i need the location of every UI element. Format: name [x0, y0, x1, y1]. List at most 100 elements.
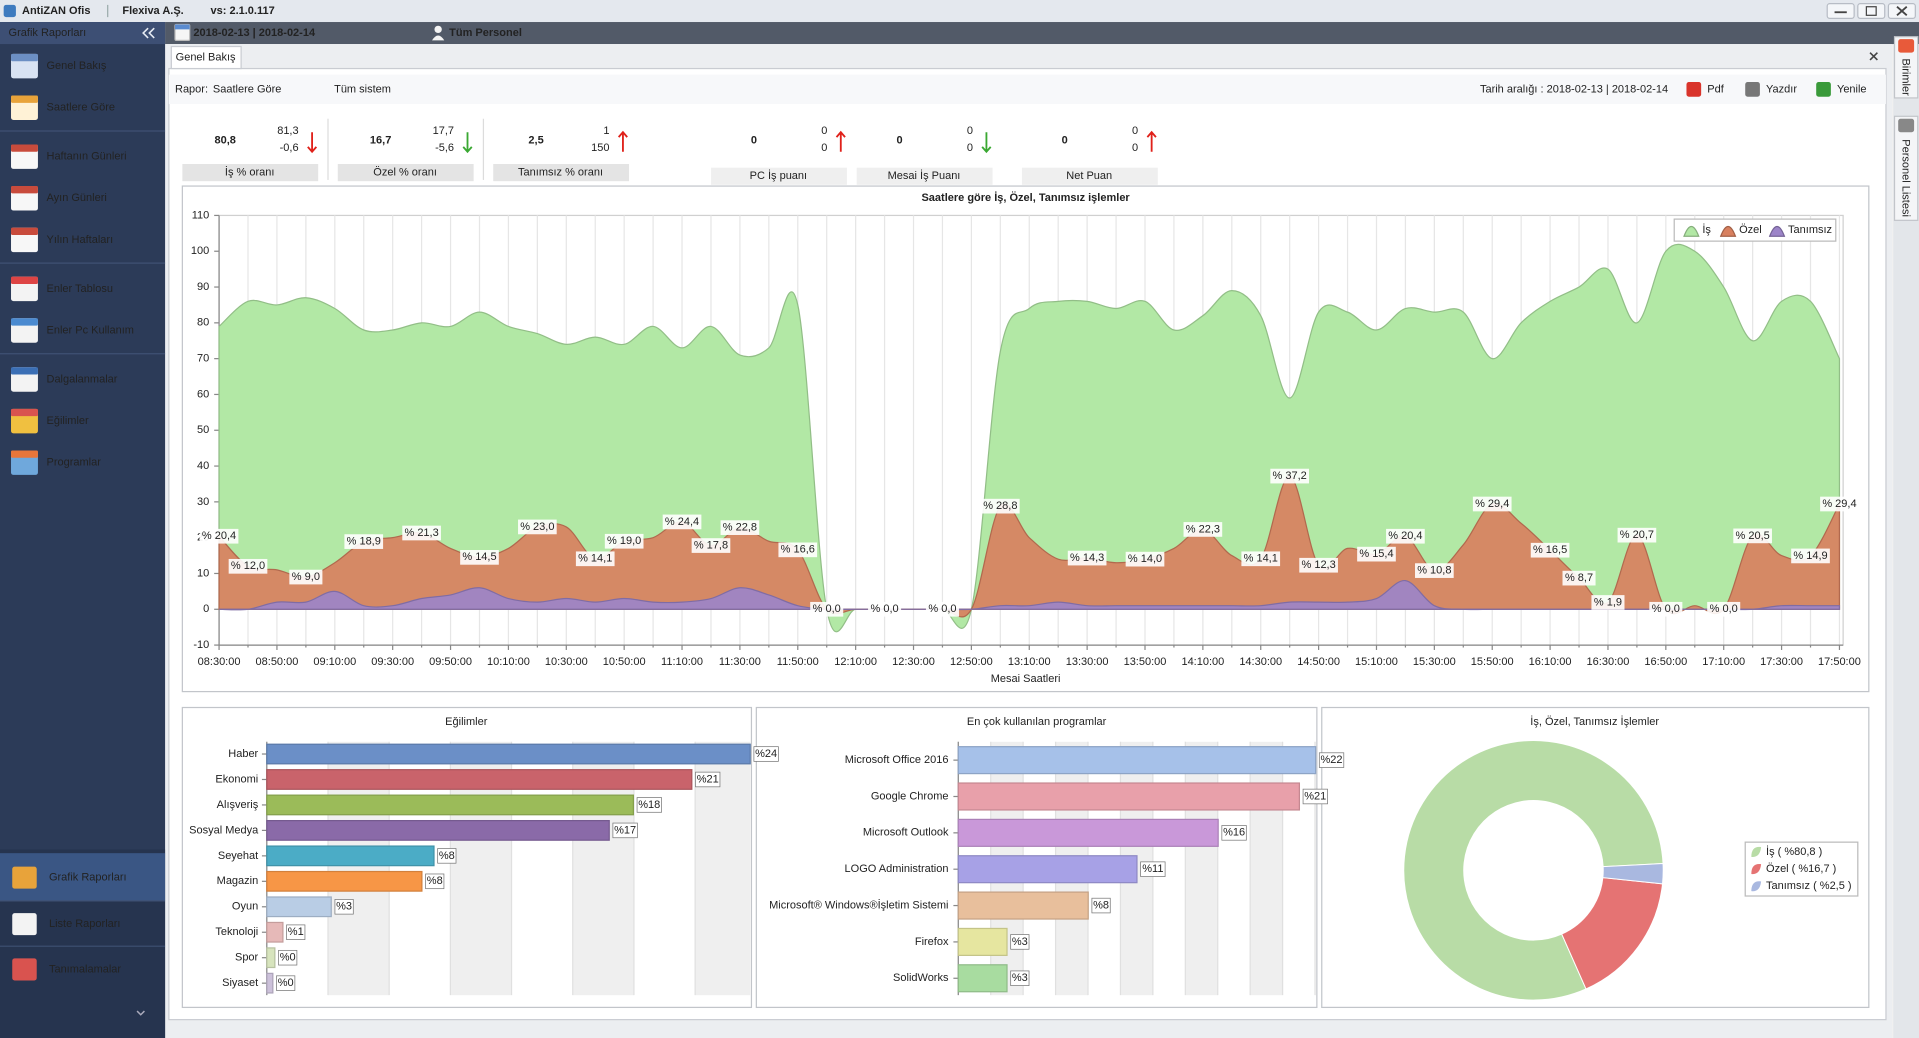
kpi-change: -0,6	[280, 142, 299, 154]
sidebar-title: Grafik Raporları	[9, 27, 87, 39]
data-label-box	[1140, 861, 1166, 877]
sidebar-item-label: Dalgalanmalar	[47, 373, 118, 385]
plot-stripe	[1185, 741, 1218, 996]
data-label-box	[1386, 528, 1425, 544]
category-label: Microsoft® Windows®İşletim Sistemi	[769, 898, 948, 911]
x-tick-label: 14:50:00	[1297, 656, 1340, 668]
kpi-label: İş % oranı	[225, 165, 275, 178]
bar	[957, 964, 1008, 993]
data-label: % 20,5	[1736, 530, 1770, 542]
data-label-box	[868, 601, 902, 617]
maximize-icon	[1865, 6, 1877, 16]
minimize-button[interactable]	[1826, 3, 1855, 19]
x-tick-label: 15:50:00	[1471, 656, 1514, 668]
data-label-box	[1067, 550, 1107, 566]
personnel[interactable]: Tüm Personel	[449, 27, 522, 39]
data-label-box	[662, 514, 702, 530]
data-label-box	[1707, 601, 1741, 617]
category-label: LOGO Administration	[845, 863, 949, 875]
kpi-trend-arrow	[981, 132, 992, 154]
kpi-label-box	[856, 167, 993, 185]
item-icon-accent	[11, 95, 38, 103]
data-label-box	[720, 520, 760, 535]
data-label: % 16,5	[1533, 544, 1567, 556]
data-label: % 12,0	[231, 560, 265, 572]
kpi-previous: 17,7	[433, 125, 454, 137]
kpi-label: Tanımsız % oranı	[518, 166, 603, 178]
kpi-value: 0	[896, 135, 902, 147]
plot-stripe	[1250, 741, 1283, 996]
x-tick-label: 15:10:00	[1355, 656, 1398, 668]
side-tab[interactable]	[1893, 115, 1919, 221]
kpi-row: 80,8 81,3 -0,6 İş % oranı 16,7 17,7 -5,6 Özel %…	[182, 118, 1158, 185]
kpi-previous: 81,3	[277, 125, 298, 137]
data-label: % 1,9	[1594, 596, 1622, 608]
data-label: % 10,8	[1417, 565, 1451, 577]
kpi-label-box	[1021, 167, 1158, 185]
data-label-box	[278, 949, 298, 966]
bar	[266, 743, 751, 765]
x-tick-label: 12:30:00	[892, 656, 935, 668]
data-label: % 9,0	[292, 571, 320, 583]
module-icon	[12, 958, 37, 981]
kpi-trend-arrow	[835, 130, 846, 152]
data-label-box	[1299, 557, 1338, 573]
sidebar-item-label: Enler Tablosu	[47, 283, 113, 295]
data-label: %3	[1012, 972, 1028, 984]
x-tick-label: 16:10:00	[1529, 656, 1572, 668]
x-tick-label: 09:30:00	[371, 656, 414, 668]
data-label: %8	[439, 850, 455, 862]
data-label: %3	[336, 901, 352, 913]
data-label-box	[276, 975, 296, 991]
category-label: Ekonomi	[215, 773, 258, 785]
x-tick-label: 10:10:00	[487, 656, 530, 668]
category-label: Alışveriş	[217, 799, 259, 811]
sidebar-item-label: Ayın Günleri	[47, 192, 107, 204]
legend-label: Özel ( %16,7 )	[1766, 863, 1836, 875]
bar	[266, 921, 284, 943]
data-label-box	[636, 797, 662, 813]
data-label: %21	[697, 773, 719, 785]
data-label-box	[1591, 595, 1625, 610]
category-label: Spor	[235, 952, 259, 964]
data-label-box	[402, 525, 441, 541]
sidebar-item-label: Saatlere Göre	[47, 102, 115, 114]
data-label-box	[1820, 496, 1859, 512]
data-label-box	[460, 550, 499, 565]
data-label: %0	[278, 977, 294, 989]
legend-swatch	[1719, 225, 1737, 237]
data-label: % 20,7	[1620, 529, 1654, 541]
bar	[957, 746, 1317, 775]
bar	[266, 972, 274, 994]
data-label: %3	[1012, 936, 1028, 948]
data-label: %8	[427, 875, 443, 887]
kpi-change: 150	[591, 142, 609, 154]
collapse-icon[interactable]	[142, 27, 155, 39]
data-label-box	[1091, 897, 1111, 914]
x-tick-label: 08:30:00	[198, 656, 241, 668]
report-bar	[168, 74, 1886, 105]
expand-icon[interactable]	[136, 1010, 145, 1016]
button-icon	[1686, 82, 1702, 97]
item-icon-accent	[11, 144, 38, 152]
legend-label: İş ( %80,8 )	[1766, 845, 1822, 858]
plot-stripe	[1217, 741, 1251, 996]
company: Flexiva A.Ş.	[122, 5, 183, 17]
kpi-label: Net Puan	[1066, 170, 1112, 182]
data-label: % 29,4	[1475, 498, 1509, 510]
date-range[interactable]: 2018-02-13 | 2018-02-14	[193, 27, 316, 39]
kpi-change: -5,6	[435, 142, 454, 154]
charts: Saatlere göre İş, Özel, Tanımsız işlemle…	[189, 191, 1861, 1001]
tab-close[interactable]	[1869, 52, 1878, 61]
data-label-box	[228, 558, 268, 574]
kpi-value: 80,8	[214, 135, 235, 147]
y-tick-label: 40	[197, 460, 209, 472]
title-bar	[0, 0, 1919, 23]
maximize-button[interactable]	[1857, 3, 1886, 19]
category-label: Microsoft Office 2016	[845, 754, 949, 766]
data-label-box	[286, 924, 306, 940]
tab[interactable]	[170, 45, 242, 70]
data-label: % 12,3	[1301, 559, 1335, 571]
category-label: Seyehat	[218, 850, 258, 862]
